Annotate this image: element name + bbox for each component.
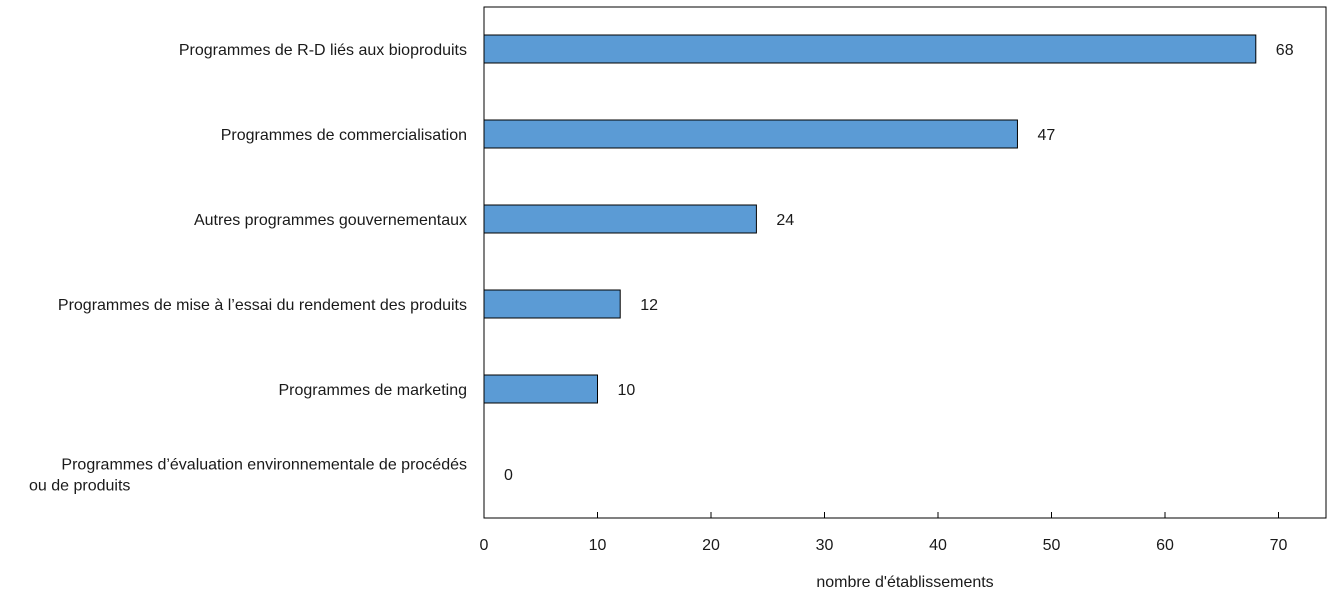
x-axis-title: nombre d'établissements	[816, 574, 993, 591]
category-label: Programmes de commercialisation	[221, 127, 467, 144]
data-label: 47	[1037, 127, 1055, 144]
value-labels: 68 47 24 12 10 0	[504, 42, 1294, 484]
bar	[483, 119, 1018, 149]
data-label: 68	[1276, 42, 1294, 59]
category-labels: Programmes de R-D liés aux bioproduits Pr…	[29, 42, 467, 495]
data-label: 0	[504, 467, 513, 484]
x-tick-label: 20	[702, 537, 720, 554]
x-tick-label: 10	[589, 537, 607, 554]
bar	[483, 374, 598, 404]
x-tick-label: 30	[816, 537, 834, 554]
data-label: 24	[776, 212, 794, 229]
data-label: 10	[618, 382, 636, 399]
x-tick-label: 50	[1043, 537, 1061, 554]
category-label: Autres programmes gouvernementaux	[194, 212, 467, 229]
x-axis-ticks: 0 10 20 30 40 50 60 70	[480, 512, 1288, 554]
x-tick-label: 60	[1156, 537, 1174, 554]
category-label: Programmes de R-D liés aux bioproduits	[179, 42, 467, 59]
bar	[483, 34, 1257, 64]
x-tick-label: 40	[929, 537, 947, 554]
plot-area-frame	[483, 6, 1327, 519]
category-label: Programmes de mise à l’essai du rendemen…	[58, 297, 467, 314]
category-label: ou de produits	[29, 478, 130, 495]
bars-group	[483, 34, 1257, 404]
x-tick-label: 70	[1270, 537, 1288, 554]
category-label: Programmes de marketing	[278, 382, 467, 399]
bar	[483, 204, 757, 234]
bar	[483, 289, 621, 319]
data-label: 12	[640, 297, 658, 314]
x-tick-label: 0	[480, 537, 489, 554]
category-label: Programmes d’évaluation environnementale…	[61, 457, 467, 474]
